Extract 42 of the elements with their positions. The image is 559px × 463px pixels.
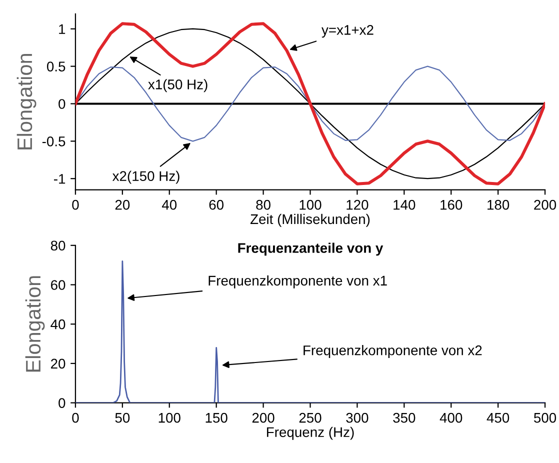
x-axis-title: Frequenz (Hz) (267, 426, 354, 440)
x-tick-label: 40 (162, 200, 177, 210)
x-tick-label: 140 (394, 200, 416, 210)
annotation: Frequenzkomponente von x2 (304, 345, 482, 358)
x-tick-label: 250 (299, 412, 322, 423)
annotation: x1(50 Hz) (148, 79, 208, 92)
y-tick-label: 80 (50, 240, 66, 251)
x-tick-label: 20 (115, 200, 130, 210)
y-tick-label: 60 (51, 280, 66, 290)
x-tick-label: 180 (488, 200, 510, 210)
x-tick-label: 400 (440, 412, 462, 423)
y-tick-label: -0.5 (42, 136, 66, 146)
annotation: y=x1+x2 (322, 25, 374, 38)
x-tick-label: 300 (346, 412, 368, 423)
y-tick-label: 0 (58, 99, 66, 109)
x-tick-label: 60 (209, 200, 224, 210)
x-tick-label: 80 (256, 200, 270, 210)
x-tick-label: 200 (534, 200, 556, 210)
x-tick-label: 450 (486, 412, 510, 423)
annotation: Frequenzkomponente von x1 (208, 275, 387, 288)
x-tick-label: 0 (72, 412, 79, 423)
x-tick-label: 100 (158, 412, 180, 423)
y-axis-title: Elongation (16, 54, 36, 150)
x-tick-label: 160 (440, 200, 462, 210)
y-tick-label: -1 (54, 174, 66, 184)
annotation: x2(150 Hz) (112, 170, 180, 184)
y-tick-label: 20 (50, 358, 66, 369)
y-tick-label: 1 (59, 24, 66, 34)
x-tick-label: 0 (72, 200, 79, 210)
y-tick-label: 0.5 (46, 62, 66, 72)
x-tick-label: 120 (346, 200, 368, 210)
x-tick-label: 500 (534, 412, 556, 423)
chart-title: Frequenzanteile von y (238, 242, 384, 256)
x-tick-label: 200 (252, 412, 274, 423)
x-tick-label: 100 (300, 200, 322, 210)
x-axis-title: Zeit (Millisekunden) (250, 214, 370, 227)
x-tick-label: 350 (393, 412, 416, 423)
y-axis-title: Elongation (25, 276, 45, 372)
x-tick-label: 50 (115, 412, 130, 423)
y-tick-label: 40 (50, 319, 66, 330)
x-tick-label: 150 (206, 412, 228, 423)
y-tick-label: 0 (58, 398, 66, 408)
